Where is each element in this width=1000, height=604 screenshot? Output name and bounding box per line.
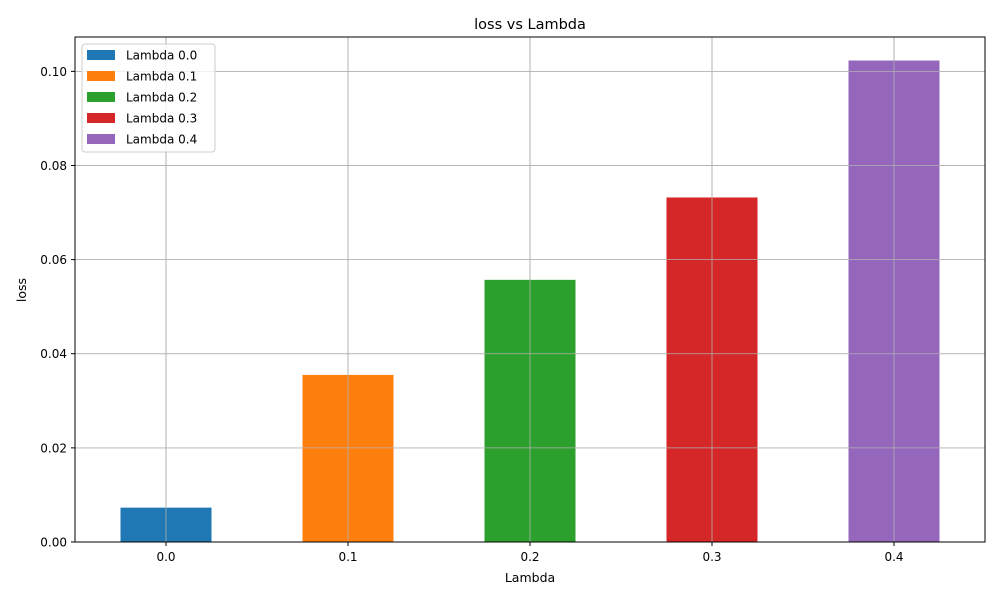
legend-swatch (87, 50, 115, 60)
ticks: 0.0 0.1 0.2 0.3 0.4 0.00 0.02 0.04 0.06 0.08 0.10 (40, 65, 903, 564)
legend-label: Lambda 0.1 (126, 70, 197, 84)
y-tick-label: 0.02 (40, 441, 67, 455)
x-tick-label: 0.3 (702, 550, 721, 564)
y-tick-label: 0.04 (40, 347, 67, 361)
x-tick-label: 0.4 (884, 550, 903, 564)
legend-swatch (87, 92, 115, 102)
y-tick-label: 0.08 (40, 159, 67, 173)
legend: Lambda 0.0 Lambda 0.1 Lambda 0.2 Lambda 0.3… (81, 43, 216, 153)
y-tick-label: 0.10 (40, 65, 67, 79)
x-tick-label: 0.0 (156, 550, 175, 564)
legend-swatch (87, 71, 115, 81)
legend-label: Lambda 0.0 (126, 49, 197, 63)
y-tick-label: 0.00 (40, 536, 67, 550)
bars (75, 37, 985, 543)
x-tick-label: 0.2 (520, 550, 539, 564)
legend-frame (81, 43, 216, 153)
legend-swatch (87, 113, 115, 123)
x-tick-label: 0.1 (338, 550, 357, 564)
legend-label: Lambda 0.4 (126, 133, 197, 147)
chart-title: loss vs Lambda (474, 17, 586, 33)
y-tick-label: 0.06 (40, 253, 67, 267)
legend-label: Lambda 0.3 (126, 112, 197, 126)
x-axis-label: Lambda (505, 570, 555, 585)
legend-swatch (87, 134, 115, 144)
legend-entries: Lambda 0.0 Lambda 0.1 Lambda 0.2 Lambda 0.3… (87, 49, 197, 147)
y-axis-label: loss (14, 278, 29, 302)
legend-label: Lambda 0.2 (126, 91, 197, 105)
